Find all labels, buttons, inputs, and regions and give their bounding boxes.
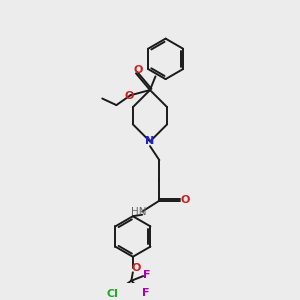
Text: F: F <box>142 269 150 280</box>
Text: HN: HN <box>131 207 146 217</box>
Text: O: O <box>134 65 143 75</box>
Text: O: O <box>132 263 141 273</box>
Text: Cl: Cl <box>106 289 118 299</box>
Text: O: O <box>124 91 134 101</box>
Text: N: N <box>146 136 154 146</box>
Text: F: F <box>142 288 149 298</box>
Text: O: O <box>181 195 190 205</box>
